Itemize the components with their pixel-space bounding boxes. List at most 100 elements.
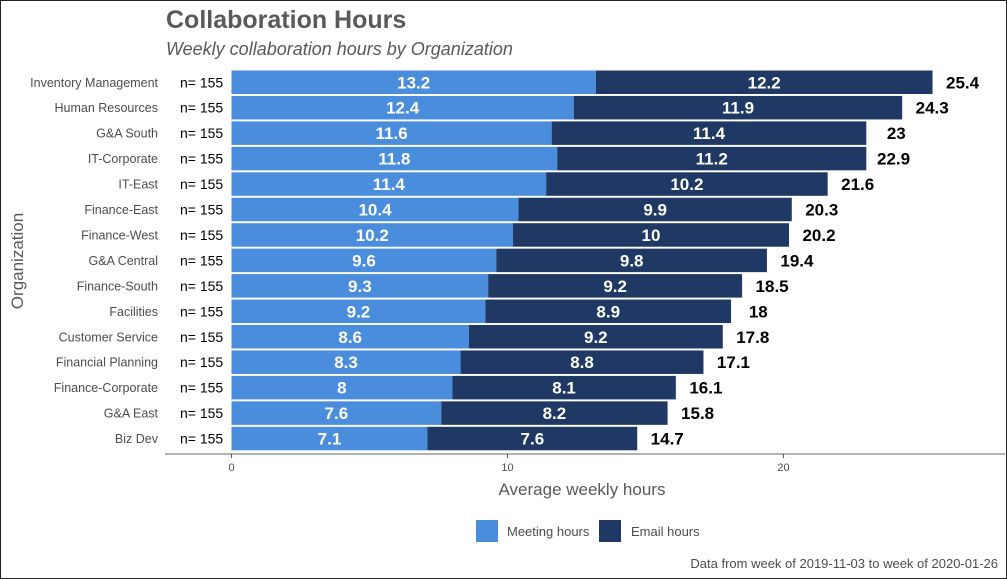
bar-segment: [460, 350, 704, 374]
bar-segment: [231, 426, 428, 451]
bar-segment: [231, 121, 552, 145]
data-label: 8: [337, 379, 346, 398]
x-tick-label: 20: [777, 462, 789, 474]
bar-segment: [231, 95, 574, 120]
data-label: 8.8: [570, 353, 594, 372]
y-tick-label: Biz Dev: [115, 432, 159, 446]
bar-segment: [231, 248, 497, 273]
data-label: 11.8: [378, 150, 410, 169]
n-label: n= 155: [180, 100, 223, 116]
bar-segment: [488, 274, 743, 298]
data-label: 11.6: [376, 124, 408, 143]
data-label: 11.4: [693, 124, 726, 143]
n-label: n= 155: [180, 405, 223, 421]
y-tick-label: Facilities: [109, 305, 158, 319]
total-label: 24.3: [916, 99, 949, 118]
bar-segment: [573, 95, 903, 120]
y-tick-label: Inventory Management: [30, 76, 158, 90]
data-label: 10: [642, 226, 661, 245]
data-label: 8.6: [338, 328, 362, 347]
bar-segment: [427, 426, 638, 451]
total-label: 17.8: [736, 328, 769, 347]
data-label: 10.4: [358, 201, 392, 220]
legend-swatch: [476, 520, 498, 542]
y-tick-label: Finance-East: [84, 203, 158, 217]
n-label: n= 155: [180, 278, 223, 294]
bar-segment: [468, 325, 723, 349]
data-label: 7.6: [325, 404, 349, 423]
y-tick-label: IT-East: [118, 178, 158, 192]
y-tick-label: Financial Planning: [56, 356, 158, 370]
data-label: 8.9: [596, 302, 620, 321]
n-label: n= 155: [180, 125, 223, 141]
x-tick-label: 0: [228, 462, 234, 474]
data-label: 9.8: [620, 251, 644, 270]
data-label: 9.2: [347, 302, 371, 321]
n-label: n= 155: [180, 176, 223, 192]
bar-segment: [557, 146, 867, 171]
data-label: 12.4: [386, 99, 420, 118]
total-label: 14.7: [651, 430, 684, 449]
x-axis-title: Average weekly hours: [499, 480, 666, 499]
total-label: 20.3: [805, 201, 838, 220]
bar-segment: [441, 401, 668, 425]
legend-label: Email hours: [631, 524, 700, 539]
data-label: 13.2: [397, 73, 430, 92]
total-label: 20.2: [802, 226, 835, 245]
chart-caption: Data from week of 2019-11-03 to week of …: [690, 556, 998, 571]
legend: Meeting hours Email hours: [476, 520, 700, 542]
data-label: 8.3: [334, 353, 358, 372]
data-label: 9.3: [348, 277, 372, 296]
bar-segment: [231, 350, 461, 374]
data-label: 9.6: [352, 251, 376, 270]
bar-segment: [231, 70, 596, 94]
n-label: n= 155: [180, 202, 223, 218]
bar-segment: [231, 325, 469, 349]
data-label: 11.9: [722, 99, 754, 118]
legend-label: Meeting hours: [507, 524, 590, 539]
data-label: 7.1: [318, 430, 342, 449]
data-label: 9.2: [603, 277, 627, 296]
y-tick-label: Finance-South: [77, 279, 158, 293]
bar-segment: [231, 274, 489, 298]
data-label: 11.4: [373, 175, 406, 194]
data-label: 11.2: [696, 150, 728, 169]
bar-segment: [496, 248, 767, 273]
bar-segment: [231, 146, 558, 171]
data-label: 10.2: [356, 226, 389, 245]
n-label: n= 155: [180, 227, 223, 243]
total-label: 23: [887, 124, 906, 143]
bar-segment: [485, 299, 732, 324]
n-label: n= 155: [180, 303, 223, 319]
total-label: 18: [749, 302, 768, 321]
bar-segment: [518, 197, 792, 222]
n-label: n= 155: [180, 74, 223, 90]
bar-segment: [546, 172, 828, 196]
data-label: 9.9: [643, 201, 667, 220]
y-tick-label: G&A Central: [89, 254, 158, 268]
y-tick-label: Customer Service: [59, 330, 158, 344]
bar-segment: [551, 121, 867, 145]
bar-segment: [595, 70, 933, 94]
n-label: n= 155: [180, 329, 223, 345]
legend-swatch: [599, 520, 621, 542]
bar-segment: [231, 375, 453, 400]
total-label: 19.4: [780, 251, 814, 270]
total-label: 18.5: [756, 277, 789, 296]
chart-title: Collaboration Hours: [166, 6, 406, 34]
chart-subtitle: Weekly collaboration hours by Organizati…: [166, 39, 513, 59]
y-tick-label: Finance-Corporate: [54, 381, 158, 395]
data-label: 9.2: [584, 328, 608, 347]
total-label: 17.1: [717, 353, 750, 372]
total-label: 16.1: [689, 379, 722, 398]
total-label: 15.8: [681, 404, 714, 423]
y-axis-title: Organization: [8, 213, 27, 309]
y-tick-label: IT-Corporate: [88, 152, 158, 166]
data-label: 8.1: [552, 379, 576, 398]
bar-segment: [231, 172, 547, 196]
x-tick-label: 10: [501, 462, 513, 474]
bar-segment: [231, 223, 514, 247]
total-label: 22.9: [877, 150, 910, 169]
n-label: n= 155: [180, 151, 223, 167]
